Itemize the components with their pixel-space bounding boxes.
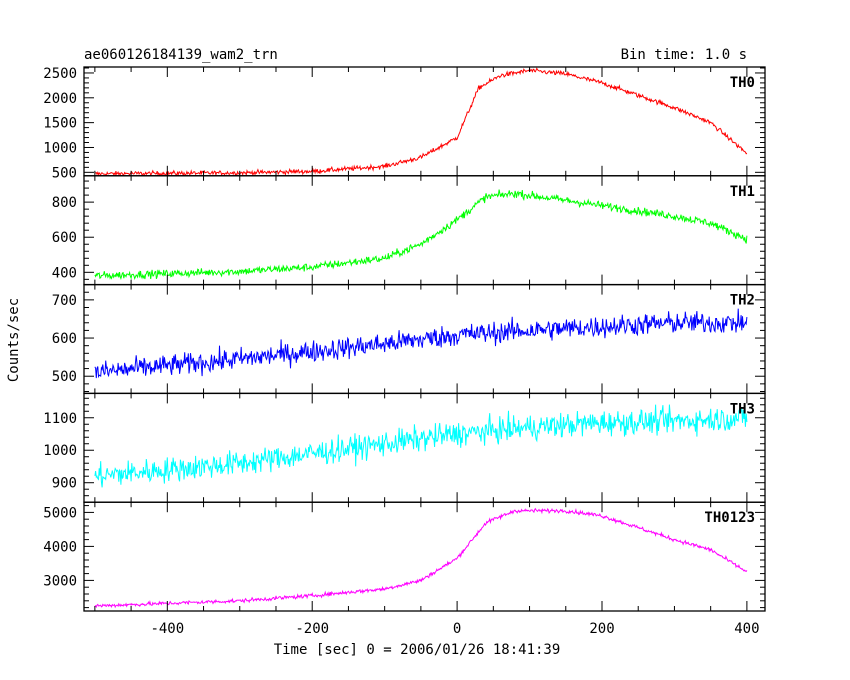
panel-label-th3: TH3 (730, 401, 755, 417)
y-axis-label: Counts/sec (6, 298, 22, 382)
y-tick-label: 1500 (43, 116, 77, 132)
y-tick-label: 700 (52, 293, 77, 309)
panel-label-th0123: TH0123 (704, 510, 755, 526)
x-tick-label: -200 (295, 621, 329, 637)
x-tick-label: 200 (589, 621, 614, 637)
series-th0123-line (94, 507, 748, 609)
y-tick-label: 600 (52, 230, 77, 246)
panel-th0: 500 1000 1500 2000 2500 TH0 (43, 66, 766, 181)
y-tick-label: 900 (52, 476, 77, 492)
y-tick-label: 1000 (43, 140, 77, 156)
y-tick-label: 4000 (43, 539, 77, 555)
y-tick-label: 1100 (43, 411, 77, 427)
y-tick-label: 2500 (43, 66, 77, 82)
x-tick-label: -400 (150, 621, 184, 637)
y-tick-label: 3000 (43, 573, 77, 589)
y-tick-label: 2000 (43, 91, 77, 107)
y-tick-label: 400 (52, 265, 77, 281)
panel-th0123: 3000 4000 5000 TH0123 (43, 501, 766, 612)
panel-frame (83, 66, 766, 177)
x-axis: -400 -200 0 200 400 (150, 621, 759, 637)
bin-time-label: Bin time: 1.0 s (621, 47, 747, 63)
panel-th1: 400 600 800 TH1 (52, 175, 766, 286)
x-tick-label: 0 (453, 621, 461, 637)
series-th2-line (94, 308, 748, 379)
y-tick-label: 800 (52, 195, 77, 211)
panel-label-th0: TH0 (730, 75, 755, 91)
series-th1-line (94, 189, 748, 280)
y-tick-label: 600 (52, 331, 77, 347)
panel-frame (83, 501, 766, 612)
panel-th2: 500 600 700 TH2 (52, 283, 766, 395)
x-axis-label: Time [sec] 0 = 2006/01/26 18:41:39 (274, 642, 561, 658)
panel-th3: 900 1000 1100 TH3 (43, 392, 766, 503)
series-th3-line (94, 404, 748, 488)
panel-label-th2: TH2 (730, 293, 755, 309)
x-tick-label: 400 (734, 621, 759, 637)
y-tick-label: 500 (52, 369, 77, 385)
panel-frame (83, 175, 766, 286)
series-th0-line (94, 67, 748, 176)
y-tick-label: 500 (52, 165, 77, 181)
y-tick-label: 5000 (43, 505, 77, 521)
panel-label-th1: TH1 (730, 184, 755, 200)
y-tick-label: 1000 (43, 443, 77, 459)
chart-title: ae060126184139_wam2_trn (84, 47, 278, 63)
panels: 500 1000 1500 2000 2500 TH0 400 600 800 TH1 500 600… (43, 66, 766, 612)
